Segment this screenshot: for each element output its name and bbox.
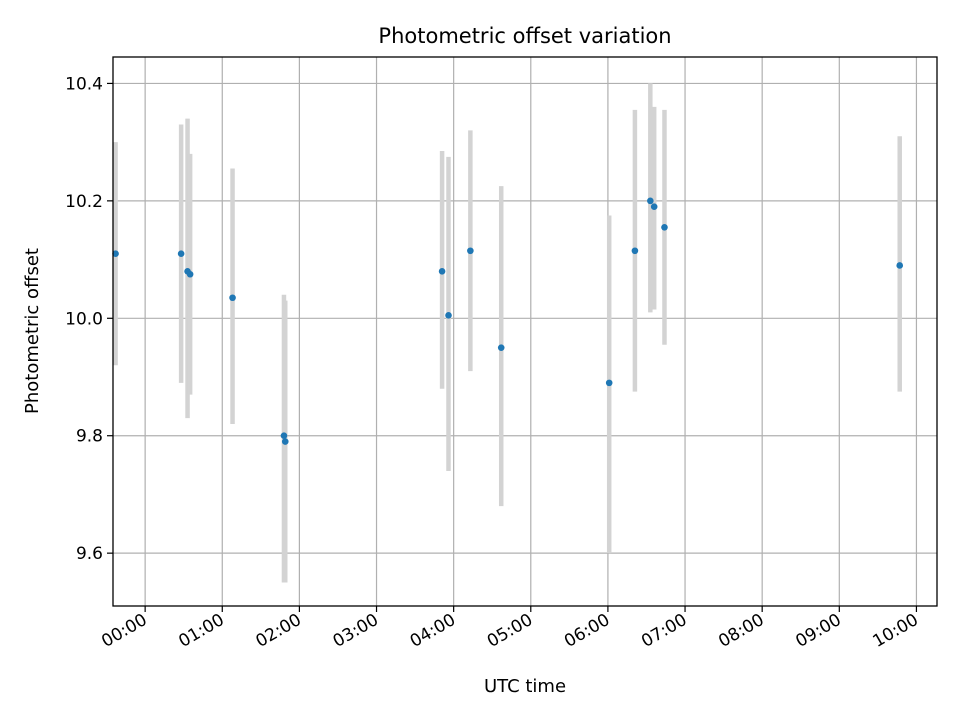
data-point [281, 438, 289, 445]
data-point [229, 294, 236, 302]
data-point [467, 247, 474, 255]
data-point [661, 223, 668, 231]
data-point [438, 268, 446, 275]
x-axis-title: UTC time [484, 676, 566, 697]
y-tick-label: 10.4 [65, 74, 103, 94]
x-tick-label: 01:00 [175, 610, 227, 652]
x-tick-label: 10:00 [869, 610, 921, 652]
data-point [896, 262, 904, 269]
y-tick-label: 9.8 [76, 427, 103, 447]
error-bars [113, 83, 902, 583]
data-point [186, 270, 194, 278]
y-tick-label: 10.0 [65, 309, 103, 329]
x-tick-label: 06:00 [561, 610, 613, 652]
data-points [112, 197, 904, 445]
x-tick-label: 04:00 [407, 610, 459, 652]
y-tick-label: 9.6 [76, 544, 103, 564]
y-tick-label: 10.2 [65, 192, 103, 212]
data-point [605, 379, 613, 387]
x-tick-label: 09:00 [792, 610, 844, 652]
data-point [112, 250, 119, 258]
chart-title: Photometric offset variation [378, 24, 671, 48]
x-tick-label: 00:00 [98, 610, 150, 652]
data-point [647, 197, 654, 205]
data-point [177, 250, 185, 258]
data-point [631, 247, 639, 255]
x-tick-label: 03:00 [330, 610, 382, 652]
y-axis-title: Photometric offset [22, 248, 43, 414]
x-tick-label: 02:00 [252, 610, 304, 652]
plot-frame [112, 56, 938, 607]
data-point [445, 312, 452, 319]
axis-ticks: 00:00 01:00 02:00 03:00 04:00 05:00 06:00 07:00… [65, 74, 922, 651]
x-tick-label: 08:00 [715, 610, 767, 652]
x-tick-label: 05:00 [484, 610, 536, 652]
data-point [650, 203, 658, 211]
x-tick-label: 07:00 [638, 610, 690, 652]
grid [113, 57, 937, 606]
data-point [497, 344, 505, 351]
data-point [280, 432, 288, 440]
